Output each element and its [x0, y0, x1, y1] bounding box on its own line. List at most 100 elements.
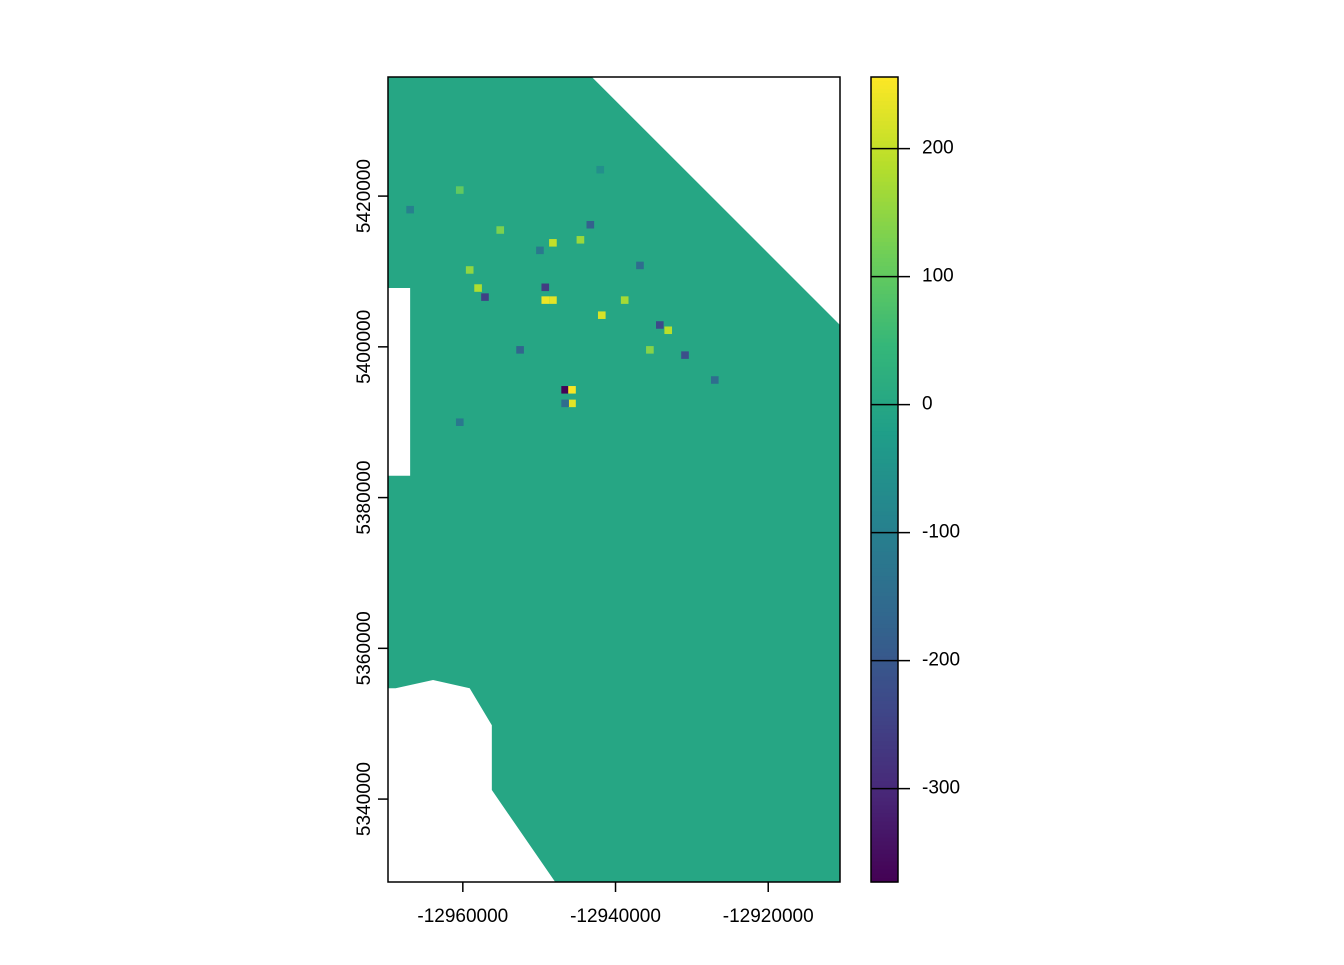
colorbar-swatch — [871, 737, 898, 742]
colorbar-swatch — [871, 519, 898, 525]
colorbar-swatch — [871, 648, 898, 654]
colorbar-swatch — [871, 270, 898, 275]
colorbar-swatch — [871, 149, 898, 155]
colorbar-swatch — [871, 523, 898, 529]
x-tick-label: -12920000 — [723, 906, 814, 927]
colorbar-swatch — [871, 459, 898, 464]
raster-cell — [549, 239, 557, 247]
colorbar-swatch — [871, 238, 898, 243]
colorbar-swatch — [871, 185, 898, 191]
colorbar-swatch — [871, 781, 898, 786]
colorbar-swatch — [871, 596, 898, 601]
colorbar-swatch — [871, 246, 898, 251]
colorbar-swatch — [871, 250, 898, 255]
colorbar-swatch — [871, 463, 898, 469]
plot-frame — [387, 76, 841, 883]
raster-cell — [597, 311, 606, 319]
colorbar-swatch — [871, 435, 898, 440]
colorbar-swatch — [871, 628, 898, 634]
colorbar-tick-label: -200 — [922, 650, 960, 671]
colorbar-swatch — [871, 733, 898, 738]
colorbar-swatch — [871, 415, 898, 420]
y-tick-label: 5380000 — [354, 461, 375, 535]
colorbar-swatch — [871, 773, 898, 778]
colorbar-swatch — [871, 322, 898, 328]
colorbar-swatch — [871, 543, 898, 549]
colorbar-swatch — [871, 592, 898, 597]
colorbar-swatch — [871, 411, 898, 416]
x-tick-label: -12960000 — [417, 906, 508, 927]
colorbar-swatch — [871, 700, 898, 706]
colorbar-swatch — [871, 294, 898, 299]
colorbar-swatch — [871, 233, 898, 239]
colorbar-swatch — [871, 193, 898, 199]
colorbar-tick-label: 100 — [922, 266, 954, 287]
raster-cell — [541, 296, 550, 304]
colorbar-swatch — [871, 350, 898, 356]
colorbar-swatch — [871, 712, 898, 718]
colorbar-swatch — [871, 157, 898, 163]
colorbar-swatch — [871, 684, 898, 690]
y-tick-label: 5340000 — [354, 762, 375, 836]
colorbar-swatch — [871, 491, 898, 497]
colorbar-swatch — [871, 833, 898, 839]
raster-cell — [561, 399, 569, 408]
colorbar-swatch — [871, 374, 898, 380]
colorbar-swatch — [871, 785, 898, 791]
colorbar-swatch — [871, 620, 898, 625]
colorbar-swatch — [871, 161, 898, 167]
colorbar-swatch — [871, 753, 898, 758]
colorbar-swatch — [871, 572, 898, 577]
colorbar-swatch — [871, 813, 898, 819]
colorbar-swatch — [871, 877, 898, 883]
colorbar-swatch — [871, 278, 898, 283]
colorbar-swatch — [871, 189, 898, 195]
colorbar-swatch — [871, 354, 898, 360]
colorbar-swatch — [871, 390, 898, 396]
colorbar-swatch — [871, 407, 898, 412]
colorbar-swatch — [871, 849, 898, 855]
colorbar-swatch — [871, 181, 898, 187]
colorbar-swatch — [871, 443, 898, 448]
colorbar-swatch — [871, 716, 898, 722]
colorbar-swatch — [871, 431, 898, 436]
colorbar-swatch — [871, 692, 898, 698]
colorbar-swatch — [871, 672, 898, 678]
colorbar-swatch — [871, 314, 898, 320]
colorbar-swatch — [871, 121, 898, 126]
colorbar-swatch — [871, 334, 898, 340]
colorbar-swatch — [871, 467, 898, 473]
colorbar-swatch — [871, 624, 898, 630]
raster-cell — [455, 418, 464, 426]
colorbar-swatch — [871, 427, 898, 432]
colorbar-swatch — [871, 366, 898, 372]
colorbar-swatch — [871, 342, 898, 348]
colorbar-swatch — [871, 370, 898, 376]
raster-region — [388, 77, 840, 882]
colorbar-swatch — [871, 286, 898, 291]
colorbar-swatch — [871, 141, 898, 147]
raster-cell — [681, 351, 689, 359]
raster-cell — [664, 326, 673, 335]
colorbar-swatch — [871, 547, 898, 553]
colorbar-swatch — [871, 829, 898, 835]
colorbar-tick-label: -100 — [922, 522, 960, 543]
colorbar-swatch — [871, 439, 898, 444]
colorbar-swatch — [871, 479, 898, 485]
colorbar-swatch — [871, 394, 898, 400]
colorbar-swatch — [871, 165, 898, 171]
colorbar-swatch — [871, 213, 898, 219]
colorbar-swatch — [871, 845, 898, 851]
colorbar-swatch — [871, 837, 898, 843]
colorbar-swatch — [871, 266, 898, 271]
colorbar-swatch — [871, 749, 898, 754]
colorbar-swatch — [871, 704, 898, 710]
colorbar-swatch — [871, 511, 898, 517]
colorbar-swatch — [871, 169, 898, 175]
colorbar-swatch — [871, 861, 898, 867]
colorbar-swatch — [871, 841, 898, 847]
raster-cell — [406, 205, 414, 214]
colorbar-swatch — [871, 805, 898, 811]
colorbar-swatch — [871, 302, 898, 308]
colorbar-swatch — [871, 664, 898, 670]
